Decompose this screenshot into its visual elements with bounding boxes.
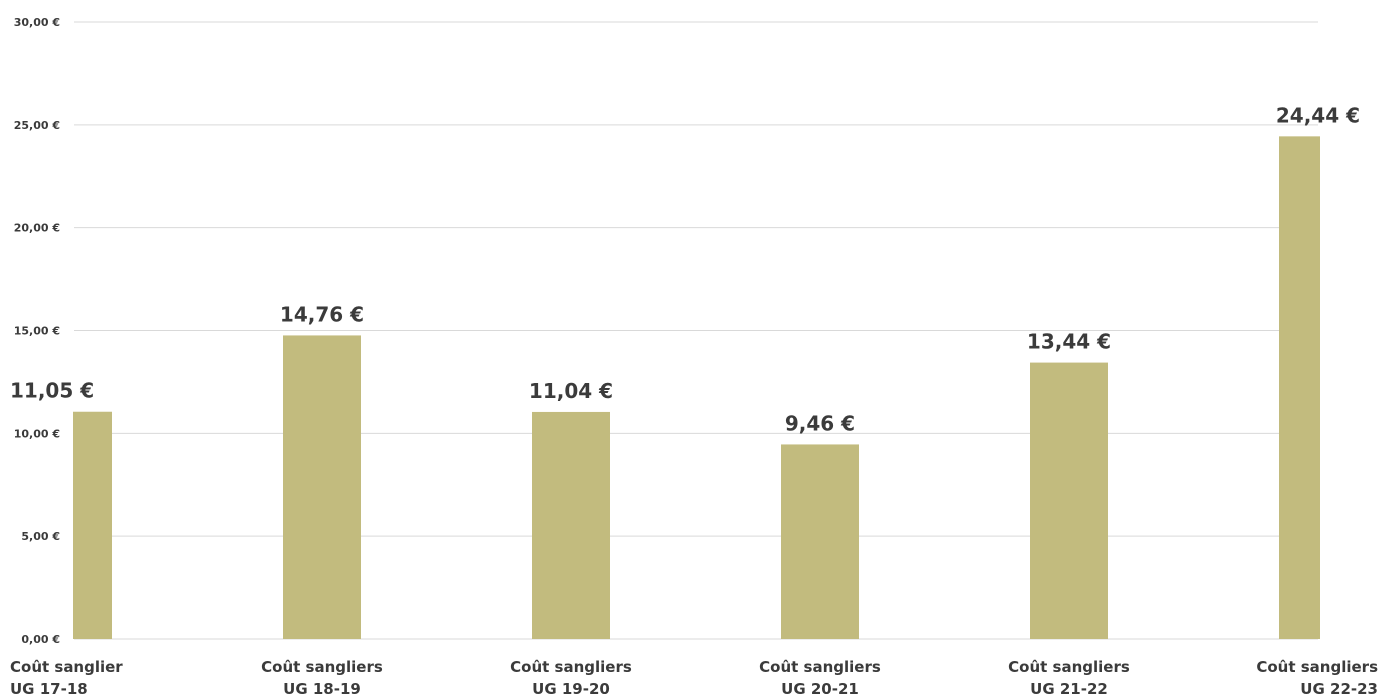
bar — [73, 411, 112, 639]
category-label: Coût sangliers UG 22-23 — [1256, 658, 1378, 698]
y-tick-label: 30,00 € — [14, 16, 60, 29]
bar — [1030, 362, 1108, 639]
category-label: Coût sangliers UG 18-19 — [261, 658, 383, 698]
y-tick-label: 10,00 € — [14, 427, 60, 440]
bar — [781, 444, 859, 639]
category-label: Coût sanglier UG 17-18 — [10, 658, 123, 698]
data-label: 11,05 € — [10, 379, 94, 403]
category-label: Coût sangliers UG 20-21 — [759, 658, 881, 698]
gridlines — [74, 21, 1318, 640]
data-label: 14,76 € — [280, 302, 364, 326]
category-label-line: Coût sanglier — [10, 658, 123, 676]
y-tick-label: 20,00 € — [14, 222, 60, 235]
category-label-line: Coût sangliers — [261, 658, 383, 676]
category-label-line: UG 17-18 — [10, 680, 88, 698]
category-label-line: Coût sangliers — [1256, 658, 1378, 676]
category-label: Coût sangliers UG 19-20 — [510, 658, 632, 698]
category-label-line: UG 18-19 — [283, 680, 361, 698]
category-label-line: Coût sangliers — [510, 658, 632, 676]
category-label: Coût sangliers UG 21-22 — [1008, 658, 1130, 698]
bar — [532, 411, 610, 639]
data-labels: 11,05 € 14,76 € 11,04 € 9,46 € 13,44 € 24,44 … — [10, 103, 1360, 435]
category-label-line: UG 19-20 — [532, 680, 610, 698]
category-label-line: UG 20-21 — [781, 680, 859, 698]
y-tick-label: 15,00 € — [14, 325, 60, 338]
category-label-line: UG 21-22 — [1030, 680, 1108, 698]
y-axis-ticks: 0,00 € 5,00 € 10,00 € 15,00 € 20,00 € 25,00 €… — [14, 16, 60, 646]
y-tick-label: 25,00 € — [14, 119, 60, 132]
category-label-line: Coût sangliers — [759, 658, 881, 676]
y-tick-label: 0,00 € — [21, 633, 60, 646]
category-label-line: Coût sangliers — [1008, 658, 1130, 676]
category-label-line: UG 22-23 — [1300, 680, 1378, 698]
bar — [283, 335, 361, 639]
data-label: 13,44 € — [1027, 330, 1111, 354]
y-tick-label: 5,00 € — [21, 530, 60, 543]
data-label: 11,04 € — [529, 379, 613, 403]
bar — [1279, 136, 1320, 640]
x-axis-categories: Coût sanglier UG 17-18 Coût sangliers UG 18… — [10, 658, 1378, 698]
bars — [73, 136, 1320, 640]
data-label: 9,46 € — [785, 411, 855, 435]
data-label: 24,44 € — [1276, 103, 1360, 127]
